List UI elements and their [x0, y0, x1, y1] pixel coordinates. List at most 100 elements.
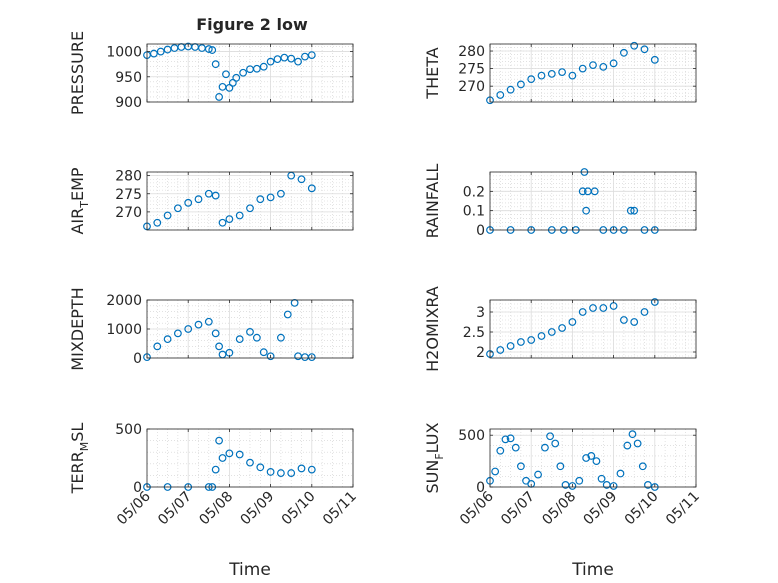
axes-box	[489, 428, 697, 488]
data-point	[277, 469, 285, 477]
data-point	[173, 329, 182, 338]
data-point	[620, 316, 628, 324]
data-point	[225, 215, 234, 224]
data-point	[211, 465, 220, 474]
data-point	[527, 75, 536, 84]
y-tick-label: 0	[476, 480, 485, 496]
data-point	[307, 353, 316, 362]
data-point	[633, 439, 642, 448]
data-point	[620, 48, 628, 57]
data-point	[218, 454, 227, 462]
data-point	[630, 318, 639, 326]
y-tick-label: 2000	[106, 293, 142, 309]
data-point	[599, 62, 608, 71]
data-point	[547, 69, 556, 78]
data-point	[511, 443, 520, 452]
y-axis-label: PRESSURE	[68, 31, 87, 115]
y-tick-label: 280	[115, 169, 142, 185]
y-axis-label: H2OMIXRA	[423, 286, 442, 372]
data-point	[287, 469, 296, 477]
y-axis-label-rest: EMP	[68, 167, 87, 201]
data-point	[650, 55, 659, 64]
data-point	[149, 49, 158, 58]
data-point	[628, 430, 637, 439]
y-axis-label: RAINFALL	[423, 164, 442, 239]
data-point	[153, 218, 162, 227]
data-point	[599, 304, 608, 312]
data-point	[307, 465, 316, 474]
plot-area	[490, 300, 696, 358]
data-point	[556, 462, 565, 471]
data-point	[246, 204, 254, 213]
data-point	[266, 468, 275, 476]
data-point	[616, 469, 625, 478]
y-axis-label: THETA	[423, 47, 442, 99]
data-point	[597, 474, 606, 483]
data-point	[218, 218, 227, 227]
data-point	[256, 463, 265, 472]
data-point	[527, 336, 536, 344]
subplot-air-temp: 270 275 280 AIRTEMP	[68, 167, 354, 235]
data-point	[256, 195, 265, 204]
y-tick-label: 0	[133, 480, 142, 496]
data-point	[568, 318, 577, 326]
data-point	[266, 57, 275, 66]
data-point	[246, 328, 254, 336]
data-point	[156, 47, 165, 56]
y-axis-label-rest: SL	[68, 423, 87, 442]
data-point	[307, 51, 316, 59]
data-point	[582, 206, 591, 215]
y-tick-label: 2	[476, 345, 485, 361]
data-point	[204, 317, 213, 326]
data-point	[587, 452, 596, 460]
data-point	[537, 71, 546, 80]
data-point	[184, 325, 193, 333]
data-point	[609, 59, 618, 68]
plot-area	[490, 172, 696, 230]
axes-box	[489, 299, 697, 359]
data-point	[496, 346, 505, 354]
data-point	[259, 348, 268, 357]
data-point	[568, 71, 577, 80]
data-point	[644, 481, 652, 489]
y-tick-label: 1000	[106, 45, 142, 61]
data-point	[517, 338, 525, 346]
y-axis-label-main: TERR	[68, 451, 87, 494]
data-point	[277, 333, 285, 342]
data-point	[283, 310, 292, 319]
figure-title: Figure 2 low	[196, 15, 308, 34]
data-point	[184, 198, 193, 207]
y-axis-label-main: AIR	[68, 208, 87, 235]
data-point	[506, 85, 515, 94]
y-tick-label: 500	[115, 422, 142, 438]
x-axis-label: Time	[571, 560, 614, 580]
data-point	[534, 470, 542, 479]
data-point	[239, 68, 248, 77]
data-point	[163, 211, 172, 220]
data-point	[222, 70, 230, 79]
y-tick-label: 275	[458, 62, 485, 78]
y-tick-label: 950	[115, 70, 142, 86]
y-tick-label: 500	[458, 428, 485, 444]
data-point	[215, 93, 224, 101]
data-point	[211, 60, 220, 69]
y-axis-label-rest: LUX	[423, 422, 442, 453]
data-point	[252, 64, 261, 73]
data-point	[204, 45, 213, 53]
data-point	[558, 324, 566, 332]
y-tick-label: 1000	[106, 322, 142, 338]
y-tick-label: 275	[115, 187, 142, 203]
data-point	[297, 464, 306, 473]
y-tick-label: 0.1	[463, 204, 485, 220]
data-point	[215, 436, 224, 445]
data-point	[630, 41, 639, 50]
data-point	[163, 335, 172, 344]
data-point	[496, 446, 505, 455]
data-point	[506, 434, 515, 443]
axes-box	[146, 43, 354, 103]
data-point	[194, 195, 203, 204]
data-point	[277, 189, 285, 198]
data-point	[235, 450, 244, 459]
data-point	[294, 57, 302, 66]
data-point	[211, 329, 220, 338]
